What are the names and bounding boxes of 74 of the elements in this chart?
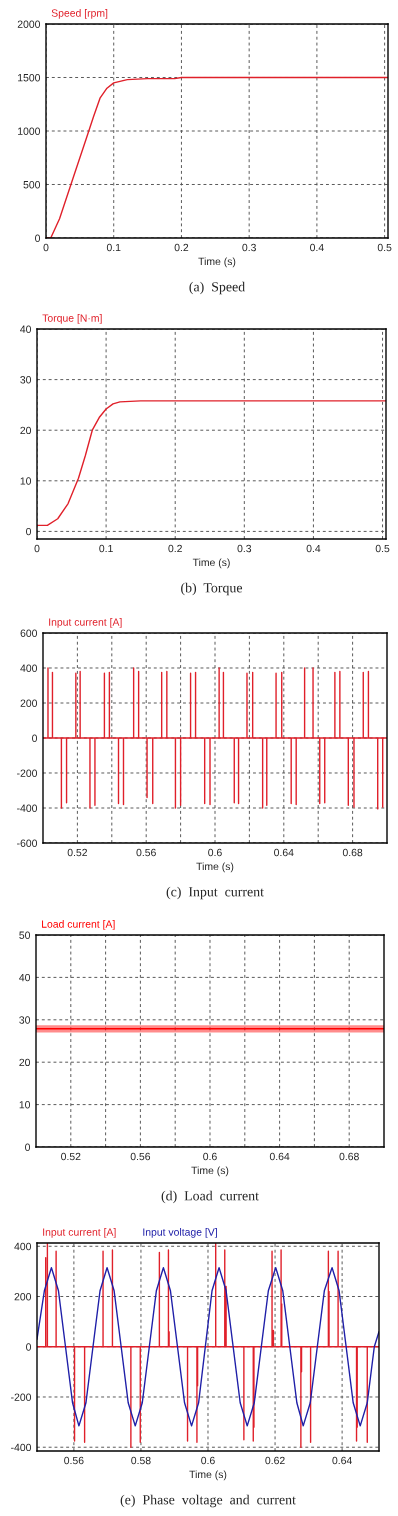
text: Load current [A] [42, 920, 115, 930]
y-tick-label: 40 [20, 325, 32, 333]
x-tick-label: 0.68 [339, 1152, 359, 1161]
y-tick-label: -200 [17, 769, 38, 777]
y-tick-label: 10 [20, 477, 32, 485]
x-axis-title: Time (s) [191, 1166, 229, 1177]
x-tick-label: 0.52 [61, 1152, 81, 1161]
x-tick-label: 0.4 [306, 544, 321, 553]
y-tick-label: 0 [32, 734, 38, 742]
line-series [37, 400, 386, 527]
y-tick-label: 20 [20, 426, 32, 435]
series-label: Input current [A] [43, 1228, 116, 1238]
x-tick-label: 0.1 [99, 544, 113, 553]
x-tick-label: 0.56 [136, 848, 156, 857]
x-tick-label: 0.4 [310, 243, 324, 252]
x-tick-label: 0.64 [332, 1456, 352, 1465]
x-tick-label: 0.3 [237, 544, 252, 553]
text: (a) Speed [189, 281, 245, 295]
x-tick-label: 0.52 [67, 848, 88, 857]
x-tick-label: 0 [43, 243, 49, 252]
line-series [37, 1266, 379, 1427]
y-tick-label: 200 [20, 699, 38, 707]
y-tick-label: 1000 [18, 127, 41, 135]
y-tick-label: 20 [19, 1058, 31, 1067]
x-tick-label: 0.64 [274, 848, 294, 857]
text: Speed [rpm] [51, 9, 108, 19]
x-axis-title: Time (s) [196, 862, 234, 873]
y-tick-label: 500 [23, 181, 41, 189]
y-tick-label: 40 [19, 973, 31, 982]
y-tick-label: 400 [20, 664, 38, 672]
y-tick-label: -400 [11, 1443, 32, 1452]
text: Torque [N·m] [42, 314, 102, 324]
text: (e) Phase voltage and current [120, 1494, 296, 1508]
x-tick-label: 0.68 [342, 848, 363, 857]
x-tick-label: 0.5 [375, 544, 390, 553]
y-tick-label: 600 [20, 629, 38, 637]
y-tick-label: -400 [17, 804, 38, 812]
text: (b) Torque [181, 582, 243, 596]
x-tick-label: 0.56 [64, 1456, 84, 1465]
y-tick-label: 50 [19, 931, 31, 939]
x-axis-title: Time (s) [189, 1470, 227, 1481]
text: Input current [A] [49, 618, 122, 628]
x-tick-label: 0.5 [377, 243, 392, 252]
x-tick-label: 0.62 [265, 1456, 285, 1465]
y-tick-label: 400 [14, 1242, 32, 1251]
y-tick-label: -200 [11, 1393, 32, 1401]
x-tick-label: 0.2 [174, 243, 189, 252]
x-tick-label: 0.6 [201, 1456, 215, 1465]
x-tick-label: 0.1 [106, 243, 121, 252]
y-tick-label: 30 [20, 376, 32, 384]
x-tick-label: 0.64 [269, 1152, 290, 1161]
x-tick-label: 0.6 [203, 1152, 217, 1161]
x-tick-label: 0.3 [242, 243, 256, 252]
x-tick-label: 0.56 [130, 1152, 151, 1161]
x-axis-title: Time (s) [192, 558, 230, 569]
y-tick-label: 0 [26, 527, 32, 536]
y-tick-label: 0 [25, 1143, 31, 1151]
x-tick-label: 0.6 [208, 848, 222, 857]
y-tick-label: 30 [19, 1016, 31, 1024]
line-series [37, 1243, 379, 1448]
x-tick-label: 0.58 [131, 1456, 151, 1465]
line-series [43, 667, 387, 810]
y-tick-label: 0 [26, 1343, 32, 1351]
y-tick-label: 0 [35, 234, 41, 242]
text: Input voltage [V] [143, 1228, 217, 1238]
text: (d) Load current [161, 1190, 259, 1204]
x-axis-title: Time (s) [198, 257, 236, 268]
y-tick-label: 1500 [18, 74, 41, 82]
y-tick-label: 10 [19, 1101, 31, 1109]
y-tick-label: 2000 [17, 20, 41, 28]
y-tick-label: -600 [17, 839, 38, 847]
x-tick-label: 0.2 [168, 544, 182, 553]
text: (c) Input current [166, 886, 264, 900]
y-tick-label: 200 [14, 1293, 32, 1301]
